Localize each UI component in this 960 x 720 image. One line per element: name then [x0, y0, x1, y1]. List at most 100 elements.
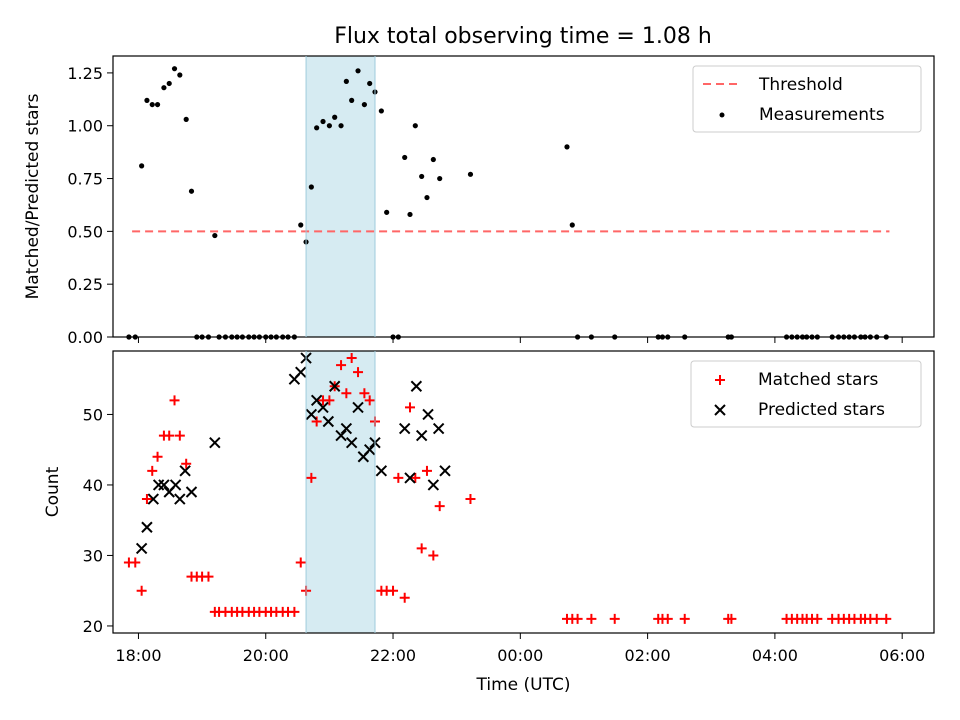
measurement-point [154, 101, 161, 108]
matched-star-point [586, 613, 597, 624]
measurement-point [308, 184, 314, 190]
predicted-star-point [375, 465, 388, 477]
legend: Threshold Measurements [692, 65, 922, 133]
matched-star-point [405, 402, 416, 413]
predicted-star-point [415, 429, 428, 442]
matched-star-point [181, 458, 192, 469]
measurement-point [467, 171, 474, 177]
matched-star-point [341, 388, 352, 399]
predicted-star-point [185, 486, 198, 498]
matched-star-point [881, 613, 892, 624]
measurement-point [402, 154, 408, 161]
measurement-point [149, 101, 155, 108]
measurement-point [424, 194, 430, 201]
predicted-star-point [322, 415, 335, 428]
chart-title: Flux total observing time = 1.08 h [334, 24, 712, 49]
matched-star-point [289, 606, 300, 617]
measurement-point [326, 123, 332, 129]
predicted-star-point [174, 493, 186, 505]
matched-star-point [136, 585, 147, 596]
y-tick-label: 50 [83, 405, 103, 424]
legend-matched-label: Matched stars [758, 370, 878, 390]
y-tick-label: 0.00 [67, 328, 103, 347]
x-tick-label: 04:00 [752, 646, 798, 665]
predicted-star-point [439, 465, 451, 477]
highlight-band [306, 56, 375, 337]
y-tick-label: 40 [83, 476, 103, 495]
matched-star-point [152, 451, 163, 462]
matched-star-point [130, 557, 141, 568]
y-tick-label: 0.75 [67, 170, 103, 189]
measurement-point [332, 114, 338, 120]
predicted-star-point [179, 465, 191, 477]
matched-star-point [364, 395, 375, 406]
matched-star-point [203, 571, 214, 582]
matched-star-point [311, 416, 322, 427]
y-tick-label: 20 [83, 617, 103, 636]
matched-star-point [416, 543, 427, 554]
predicted-star-point [147, 493, 160, 505]
predicted-star-point [432, 422, 445, 435]
matched-star-points [123, 353, 892, 624]
matched-star-point [399, 592, 410, 603]
matched-star-point [141, 494, 152, 505]
measurement-point [171, 66, 178, 72]
legend-predicted-swatch [714, 404, 726, 416]
matched-star-point [295, 557, 306, 568]
predicted-legend-marker [714, 404, 726, 416]
predicted-star-point [363, 443, 376, 456]
matched-star-point [662, 613, 673, 624]
x-tick-label: 22:00 [370, 646, 416, 665]
predicted-star-points [135, 352, 451, 555]
matched-star-point [871, 613, 882, 624]
legend-measurements-swatch [719, 112, 725, 118]
matched-legend-marker [715, 375, 725, 385]
ratio-panel: 0.00 0.25 0.50 0.75 1.00 1.25 Matched/Predict… [23, 55, 935, 347]
measurement-point [139, 163, 145, 169]
measurement-point [564, 144, 570, 150]
legend-box [690, 360, 922, 428]
matched-star-point [393, 472, 404, 483]
predicted-star-point [317, 401, 329, 414]
predicted-star-point [305, 408, 318, 421]
matched-star-point [812, 613, 823, 624]
count-panel: 20 30 40 50 18:00 20:00 22:00 00:00 02:00 04:00 0… [43, 350, 935, 695]
legend-matched-swatch [715, 375, 725, 385]
y-tick-label: 1.00 [67, 117, 103, 136]
legend-measurements-label: Measurements [759, 105, 885, 125]
predicted-star-point [158, 479, 170, 491]
matched-star-point [147, 465, 158, 476]
y-tick-label: 0.25 [67, 275, 103, 294]
y-tick-label: 1.25 [67, 64, 103, 83]
matched-star-point [324, 395, 335, 406]
matched-star-point [572, 613, 583, 624]
predicted-star-point [152, 479, 165, 491]
predicted-star-point [141, 521, 153, 533]
matched-star-point [679, 613, 690, 624]
x-axis-ticks [137, 337, 903, 343]
x-tick-label: 20:00 [243, 646, 289, 665]
legend: Matched stars Predicted stars [690, 360, 922, 428]
y-axis-label: Matched/Predicted stars [23, 93, 43, 299]
measurement-point [183, 116, 189, 122]
predicted-star-point [169, 479, 182, 491]
measurement-point [177, 72, 183, 78]
matched-star-point [169, 395, 180, 406]
measurement-point [430, 156, 436, 163]
matched-star-point [306, 472, 317, 483]
legend-predicted-label: Predicted stars [758, 400, 885, 420]
measurement-point [298, 222, 304, 228]
x-tick-label: 00:00 [497, 646, 543, 665]
y-axis-ticks: 20 30 40 50 [83, 405, 113, 636]
predicted-star-point [427, 479, 440, 491]
predicted-star-point [404, 472, 416, 484]
matched-star-point [726, 613, 737, 624]
matched-star-point [346, 353, 357, 364]
matched-star-point [388, 585, 399, 596]
measurement-point [384, 209, 390, 215]
matched-star-point [421, 465, 432, 476]
matched-star-point [609, 613, 620, 624]
matched-star-point [164, 430, 175, 441]
matched-star-point [174, 430, 185, 441]
measurement-point [212, 232, 218, 239]
